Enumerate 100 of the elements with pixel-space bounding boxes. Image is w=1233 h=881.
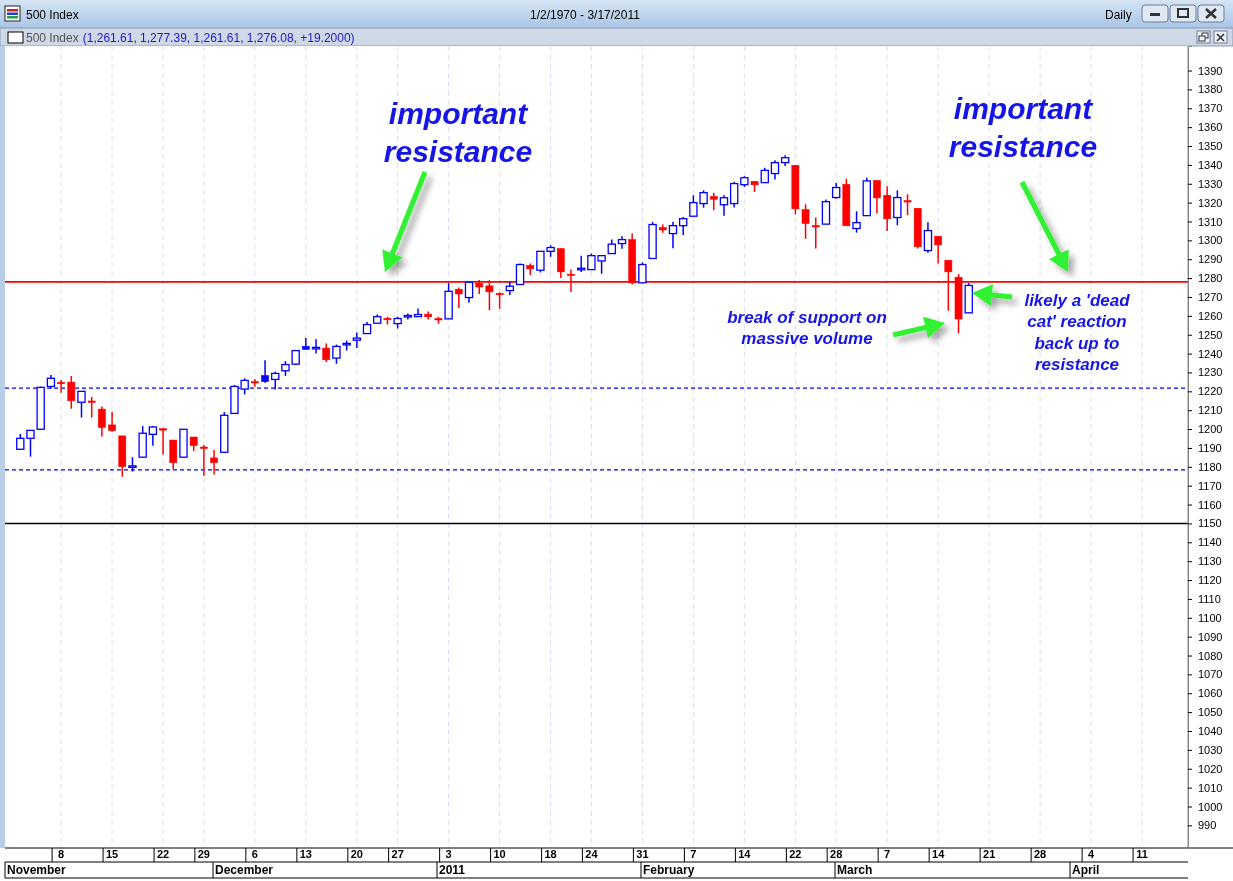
x-tick-label: 4 (1088, 847, 1096, 860)
candlestick (893, 189, 902, 227)
candlestick (464, 281, 474, 304)
y-tick-label: 1020 (1198, 762, 1223, 775)
x-tick-label: 11 (1136, 847, 1148, 860)
y-tick-label: 1200 (1198, 423, 1223, 436)
y-tick-label: 1340 (1198, 158, 1223, 171)
y-tick-label: 1030 (1198, 743, 1223, 756)
y-tick-label: 1050 (1198, 706, 1223, 719)
candlestick (352, 331, 362, 349)
text: April (1072, 863, 1100, 877)
x-tick-label: 24 (585, 847, 599, 860)
y-tick-label: 1040 (1198, 725, 1223, 738)
x-tick-label: 18 (544, 847, 557, 860)
text: March (837, 863, 873, 877)
candlestick (210, 449, 218, 476)
candlestick (169, 439, 178, 471)
text: (1,261.61, 1,277.39, 1,261.61, 1,276.08, +19.2000) (82, 31, 355, 45)
y-tick-label: 1140 (1198, 536, 1222, 549)
y-tick-label: 1270 (1198, 291, 1223, 303)
x-tick-label: 22 (156, 847, 170, 860)
text: 500 Index (26, 31, 79, 45)
text: Daily (1105, 8, 1132, 22)
y-tick-label: 1190 (1198, 441, 1222, 454)
x-tick-label: 28 (1034, 847, 1047, 860)
x-tick-label: 7 (884, 847, 891, 860)
candlestick (903, 193, 912, 217)
y-tick-label: 990 (1198, 819, 1217, 832)
y-tick-label: 1110 (1198, 592, 1221, 605)
y-tick-label: 1100 (1198, 611, 1222, 624)
candlestick (668, 221, 678, 250)
candlestick (200, 444, 208, 477)
text: December (215, 863, 274, 877)
candlestick (311, 338, 321, 355)
candlestick (883, 185, 891, 232)
candlestick (770, 159, 780, 181)
y-tick-label: 1000 (1198, 800, 1223, 813)
y-tick-label: 1150 (1198, 517, 1222, 530)
y-tick-label: 1290 (1198, 253, 1223, 266)
y-tick-label: 1350 (1198, 140, 1223, 153)
x-tick-label: 14 (932, 847, 946, 860)
y-tick-label: 1380 (1198, 83, 1223, 96)
candlestick (455, 286, 463, 309)
x-tick-label: 13 (299, 847, 312, 860)
y-tick-label: 1360 (1198, 121, 1223, 134)
y-tick-label: 1250 (1198, 328, 1223, 341)
candlestick (322, 342, 331, 363)
y-tick-label: 1310 (1198, 215, 1223, 228)
candlestick (709, 192, 718, 212)
annotation: likely a 'dead cat' reaction back up to resistance (1024, 291, 1131, 374)
x-tick-label: 14 (738, 847, 752, 860)
y-tick-label: 1170 (1198, 479, 1222, 492)
chart-title: 500 Index (26, 8, 79, 22)
text: November (7, 863, 67, 877)
y-tick-label: 1300 (1198, 234, 1223, 247)
x-tick-label: 31 (636, 847, 649, 860)
y-tick-label: 1210 (1198, 404, 1223, 417)
y-tick-label: 1280 (1198, 272, 1223, 285)
candlestick (57, 379, 65, 394)
x-tick-label: 3 (445, 847, 452, 860)
y-tick-label: 1370 (1198, 102, 1223, 115)
y-tick-label: 1390 (1198, 64, 1223, 77)
y-tick-label: 1330 (1198, 177, 1223, 190)
candlestick (332, 343, 341, 365)
candlestick (821, 198, 831, 225)
y-tick-label: 1180 (1198, 460, 1222, 473)
y-tick-label: 1060 (1198, 687, 1223, 700)
y-tick-label: 1080 (1198, 649, 1223, 662)
y-tick-label: 1260 (1198, 309, 1223, 322)
x-tick-label: 28 (830, 847, 843, 860)
candlestick (98, 405, 106, 438)
candlestick (852, 210, 861, 234)
x-tick-label: 20 (350, 847, 363, 860)
y-tick-label: 1130 (1198, 555, 1222, 568)
candlestick (934, 235, 942, 265)
y-tick-label: 1320 (1198, 196, 1223, 209)
candlestick (108, 411, 116, 433)
y-tick-label: 1010 (1198, 781, 1223, 794)
x-tick-label: 10 (493, 847, 506, 860)
y-tick-label: 1070 (1198, 668, 1223, 681)
candlestick (302, 337, 310, 351)
candlestick (923, 221, 933, 254)
annotation: important resistance (383, 97, 533, 168)
candlestick (261, 359, 269, 384)
y-tick-label: 1240 (1198, 347, 1223, 360)
text: 2011 (439, 863, 466, 877)
annotation: important resistance (948, 92, 1098, 163)
candlestick (811, 216, 820, 250)
x-tick-label: 22 (789, 847, 802, 860)
candlestick (729, 181, 739, 209)
x-tick-label: 7 (690, 847, 697, 860)
y-tick-label: 1230 (1198, 366, 1223, 379)
y-tick-label: 1160 (1198, 498, 1222, 511)
x-tick-label: 15 (105, 847, 119, 860)
x-tick-label: 27 (391, 847, 404, 860)
candlestick (556, 247, 565, 279)
candlestick (77, 390, 86, 419)
candlestick (873, 179, 881, 215)
text: February (643, 863, 695, 877)
x-tick-label: 21 (983, 847, 996, 860)
